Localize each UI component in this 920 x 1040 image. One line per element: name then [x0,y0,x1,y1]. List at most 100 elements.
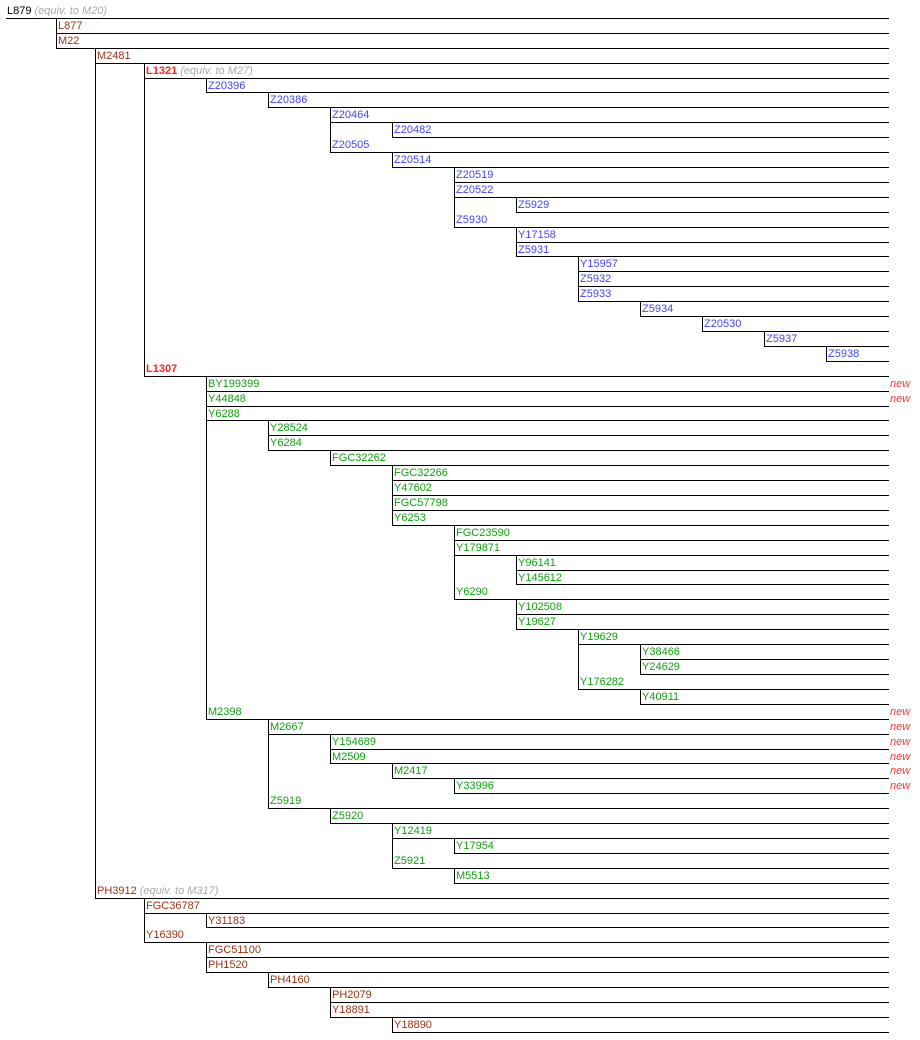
tree-node: Y24629 [640,660,889,675]
tree-node: FGC23590 [454,526,889,541]
node-label: PH4160 [270,974,310,986]
node-label: FGC57798 [394,497,448,509]
tree-node: L1307 [144,362,889,377]
tree-node: Z20482 [392,123,889,138]
node-label: Y38466 [642,646,680,658]
tree-node: FGC32262 [330,451,889,466]
tree-node: Z5933 [578,287,889,302]
tree-node: M2509 [330,750,889,764]
node-label: Y15957 [580,258,618,270]
tree-node: Y15957 [578,257,889,272]
node-label: Y6284 [270,437,302,449]
tree-node: Z5932 [578,272,889,287]
node-label: Z5930 [456,214,488,226]
tree-node: M2481 [95,49,889,64]
branch-connector [268,735,269,795]
tree-node: M5513 [454,869,889,884]
new-marker: new [890,706,911,718]
tree-node: Y176282 [578,675,889,690]
tree-node: FGC51100 [206,943,889,958]
branch-connector [392,839,393,855]
node-label: L1307 [146,363,178,375]
node-label: PH2079 [332,989,372,1001]
node-label: Z5931 [518,244,550,256]
node-label: Z20530 [704,318,742,330]
branch-connector [144,914,145,929]
tree-node: Z5934 [640,302,889,317]
tree-node: Z5920 [330,809,889,824]
node-label: Y18891 [332,1004,370,1016]
node-label: BY199399 [208,378,260,390]
node-label: Y17954 [456,840,494,852]
node-label: Z20482 [394,124,432,136]
node-label: FGC36787 [146,900,200,912]
node-label: Y12419 [394,825,432,837]
new-marker: new [890,721,911,733]
tree-node: Y19627 [516,615,889,630]
branch-connector [144,79,145,363]
tree-node: Y16390 [144,928,889,943]
node-label: Z5934 [642,303,674,315]
tree-node: FGC32266 [392,466,889,481]
node-label: FGC32262 [332,452,386,464]
tree-node: Z20530 [702,317,889,332]
tree-node: Y47602 [392,481,889,496]
tree-node: Y12419 [392,824,889,839]
tree-node: Y17954 [454,839,889,854]
branch-connector [95,64,96,885]
tree-node: Y145612 [516,571,889,585]
tree-node: Y6290 [454,585,889,600]
node-label: Y17158 [518,229,556,241]
node-label: Y154689 [332,736,377,748]
node-label: FGC32266 [394,467,448,479]
tree-node: Y18890 [392,1018,889,1033]
node-label: Y44848 [208,393,246,405]
node-label: Y19629 [580,631,618,643]
node-label: PH1520 [208,959,248,971]
node-label: Y40911 [642,691,680,703]
tree-node: Z20505 [330,138,889,153]
tree-node: PH3912 (equiv. to M317) [95,884,889,899]
node-label: Z5937 [766,333,798,345]
node-label: Y18890 [394,1019,432,1031]
node-label: Y31183 [208,915,246,927]
tree-node: PH2079 [330,988,889,1003]
node-label: M5513 [456,870,490,882]
node-label: Y28524 [270,422,308,434]
tree-node: L1321 (equiv. to M27) [144,64,889,79]
new-marker: new [890,780,911,792]
tree-node: Z5921 [392,854,889,869]
branch-connector [454,198,455,214]
node-label: Y179871 [456,542,501,554]
node-label: Z5932 [580,273,612,285]
tree-node: Y44848 [206,392,889,407]
tree-node: Y19629 [578,630,889,645]
tree-node: Z20396 [206,79,889,93]
node-label: Z20514 [394,154,432,166]
node-label: Y16390 [146,929,184,941]
tree-node: M2398 [206,705,889,720]
new-marker: new [890,378,911,390]
tree-node: Z5938 [826,347,889,362]
tree-node: FGC57798 [392,496,889,511]
tree-node: FGC36787 [144,899,889,914]
tree-node: Z5930 [454,213,889,228]
node-label: L1321 [146,65,178,77]
node-label: Z20522 [456,184,494,196]
tree-node: M2417 [392,764,889,779]
tree-node: Y18891 [330,1003,889,1018]
node-label: Y145612 [518,572,563,584]
node-label: Y96141 [518,557,556,569]
equivalence-note: (equiv. to M20) [34,5,108,17]
node-label: Z20386 [270,94,308,106]
equivalence-note: (equiv. to M317) [139,885,219,897]
tree-node: Z5937 [764,332,889,347]
node-label: FGC51100 [208,944,261,956]
node-label: L877 [58,20,83,32]
node-label: PH3912 [97,885,137,897]
node-label: M2481 [97,50,131,62]
tree-node: Y96141 [516,556,889,571]
node-label: Z5920 [332,810,364,822]
node-label: M2509 [332,751,366,763]
